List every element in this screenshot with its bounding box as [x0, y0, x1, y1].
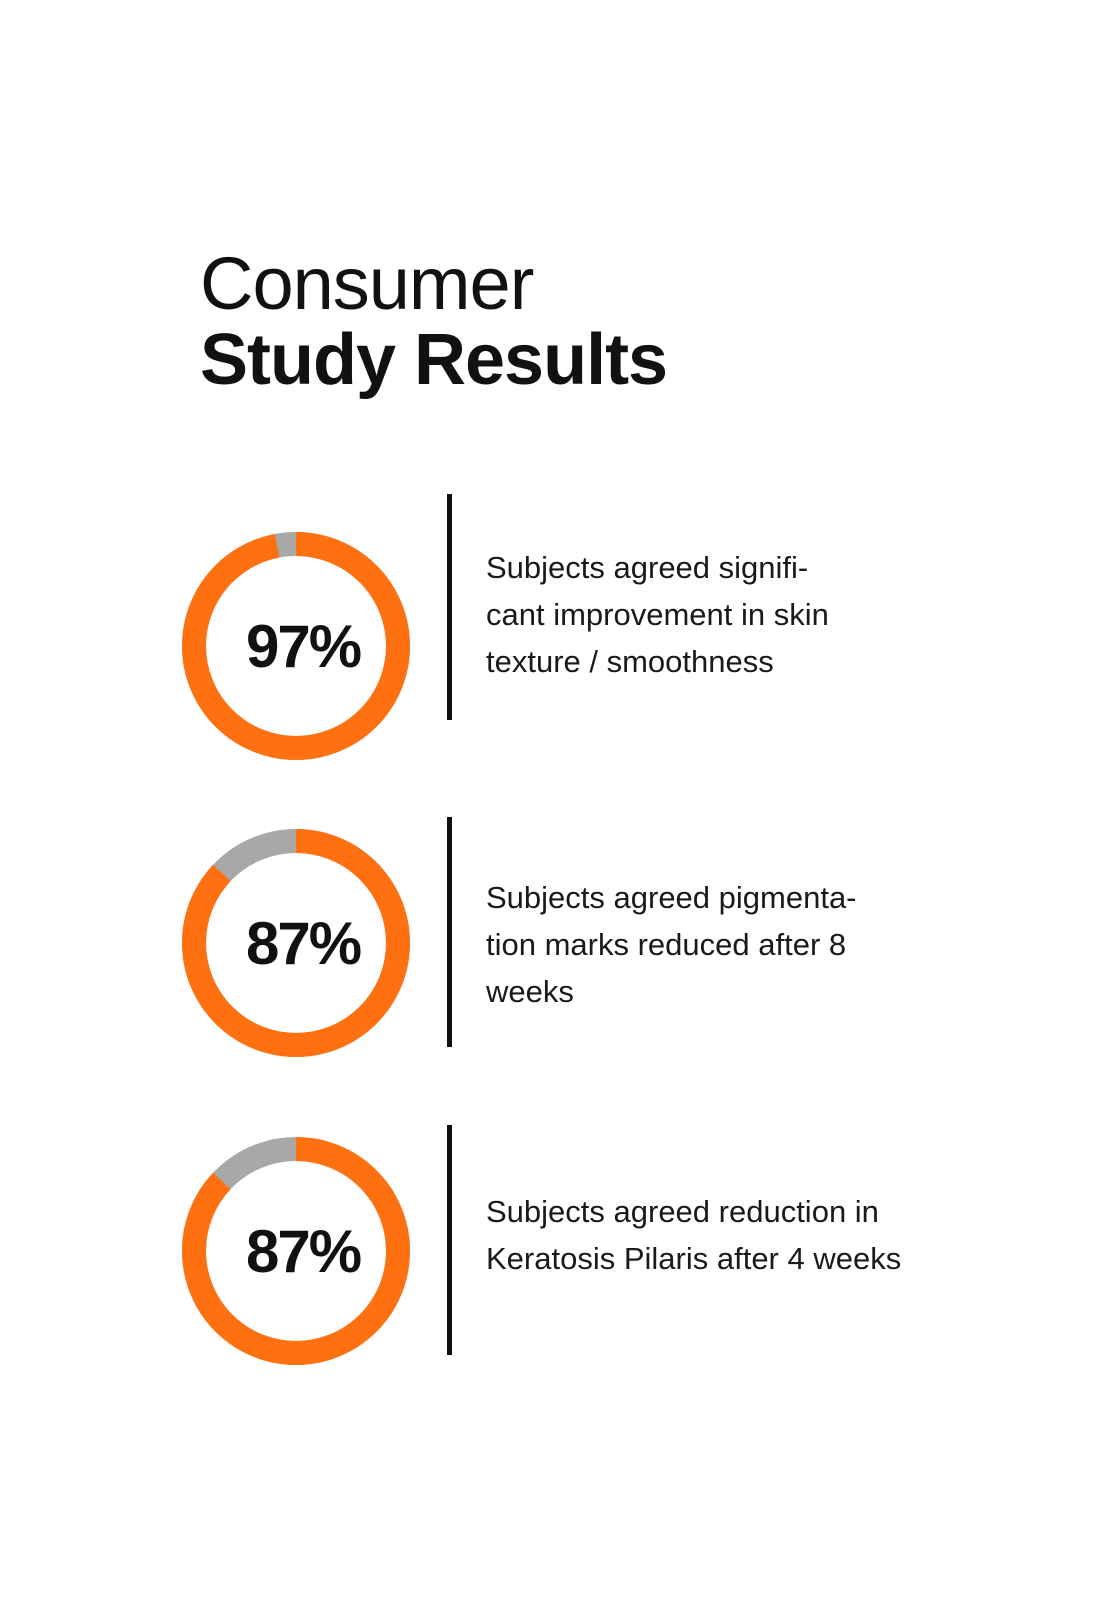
- stat-description: Subjects agreed reduction in Keratosis P…: [486, 1188, 956, 1282]
- description-line: texture / smoothness: [486, 644, 774, 679]
- percent-label: 87%: [245, 1217, 362, 1285]
- donut-svg-2: [182, 829, 410, 1057]
- donut-value-arc: [182, 532, 410, 760]
- description-line: tion marks reduced after 8: [486, 927, 847, 962]
- stat-description: Subjects agreed pigmenta- tion marks red…: [486, 874, 956, 1015]
- donut-chart-2: 87%: [180, 827, 412, 1059]
- percent-label: 97%: [245, 612, 362, 680]
- stat-row-1: 97% Subjects agreed signifi- cant improv…: [0, 490, 1100, 760]
- stat-row-3: 87% Subjects agreed reduction in Keratos…: [0, 1125, 1100, 1365]
- donut-value-arc: [182, 829, 410, 1057]
- donut-chart-1: 97%: [180, 530, 412, 762]
- percent-label: 87%: [245, 909, 362, 977]
- description-line: weeks: [486, 974, 574, 1009]
- stat-row-2: 87% Subjects agreed pigmenta- tion marks…: [0, 815, 1100, 1057]
- description-line: Subjects agreed pigmenta-: [486, 880, 857, 915]
- page-title: Consumer Study Results: [200, 242, 668, 400]
- stat-description: Subjects agreed signifi- cant improvemen…: [486, 544, 956, 685]
- title-line-2: Study Results: [200, 320, 668, 400]
- divider: [447, 1125, 452, 1355]
- donut-chart-3: 87%: [180, 1135, 412, 1367]
- donut-svg-1: [182, 532, 410, 760]
- donut-svg-3: [182, 1137, 410, 1365]
- divider: [447, 817, 452, 1047]
- donut-value-arc: [182, 1137, 410, 1365]
- description-line: Subjects agreed signifi-: [486, 550, 809, 585]
- description-line: cant improvement in skin: [486, 597, 829, 632]
- title-line-1: Consumer: [200, 242, 534, 325]
- description-line: Keratosis Pilaris after 4 weeks: [486, 1241, 902, 1276]
- description-line: Subjects agreed reduction in: [486, 1194, 879, 1229]
- divider: [447, 494, 452, 720]
